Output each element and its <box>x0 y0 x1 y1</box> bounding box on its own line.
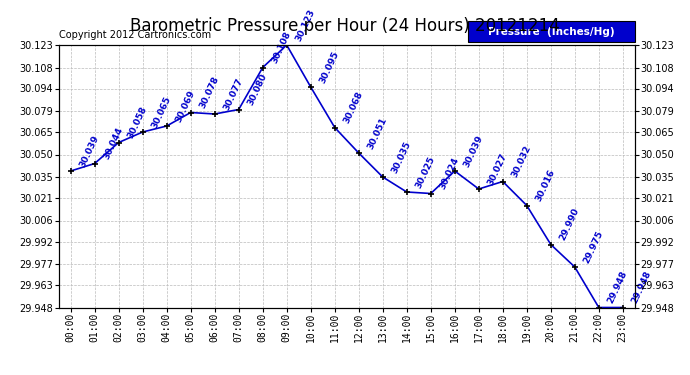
Text: 30.077: 30.077 <box>221 76 244 112</box>
Text: Barometric Pressure per Hour (24 Hours) 20121214: Barometric Pressure per Hour (24 Hours) … <box>130 17 560 35</box>
Text: Copyright 2012 Cartronics.com: Copyright 2012 Cartronics.com <box>59 30 210 40</box>
Text: 30.080: 30.080 <box>246 72 268 107</box>
Text: 29.948: 29.948 <box>606 270 629 305</box>
Text: 30.123: 30.123 <box>294 8 317 43</box>
Text: 30.058: 30.058 <box>126 105 148 140</box>
Text: 29.975: 29.975 <box>582 229 604 265</box>
Text: 29.948: 29.948 <box>630 270 653 305</box>
Text: 30.016: 30.016 <box>534 168 556 203</box>
Text: 30.039: 30.039 <box>77 134 100 169</box>
Text: 30.032: 30.032 <box>510 144 533 179</box>
Text: 30.027: 30.027 <box>486 152 509 187</box>
Text: 30.024: 30.024 <box>437 156 460 191</box>
Text: 30.108: 30.108 <box>270 30 293 65</box>
Text: Pressure  (Inches/Hg): Pressure (Inches/Hg) <box>488 27 615 37</box>
Text: 30.025: 30.025 <box>414 155 436 190</box>
Text: 30.035: 30.035 <box>390 140 413 175</box>
Text: 30.039: 30.039 <box>462 134 484 169</box>
Text: 30.068: 30.068 <box>342 90 364 125</box>
FancyBboxPatch shape <box>468 21 635 42</box>
Text: 30.051: 30.051 <box>366 116 388 151</box>
Text: 30.065: 30.065 <box>150 95 172 130</box>
Text: 30.069: 30.069 <box>174 89 197 124</box>
Text: 30.044: 30.044 <box>101 126 124 161</box>
Text: 29.990: 29.990 <box>558 207 580 242</box>
Text: 30.095: 30.095 <box>317 50 340 85</box>
Text: 30.078: 30.078 <box>197 75 220 110</box>
